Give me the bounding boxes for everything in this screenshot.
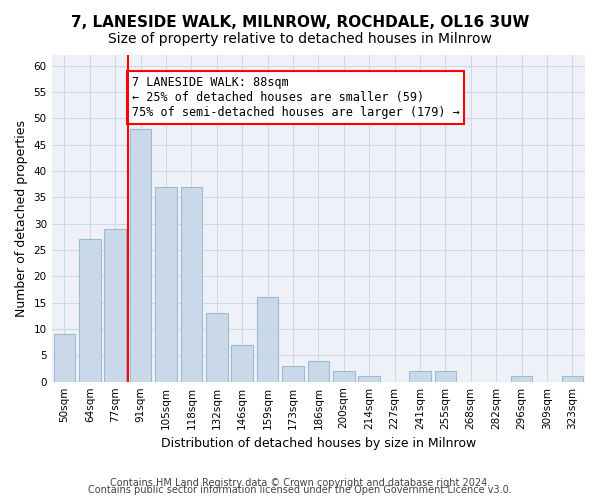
- Bar: [434, 371, 456, 382]
- Bar: [155, 186, 177, 382]
- Bar: [130, 129, 151, 382]
- Bar: [308, 360, 329, 382]
- Y-axis label: Number of detached properties: Number of detached properties: [15, 120, 28, 317]
- Bar: [181, 186, 202, 382]
- Bar: [232, 345, 253, 382]
- Text: Contains HM Land Registry data © Crown copyright and database right 2024.: Contains HM Land Registry data © Crown c…: [110, 478, 490, 488]
- Bar: [562, 376, 583, 382]
- Text: Size of property relative to detached houses in Milnrow: Size of property relative to detached ho…: [108, 32, 492, 46]
- Bar: [206, 313, 227, 382]
- Bar: [53, 334, 75, 382]
- Bar: [282, 366, 304, 382]
- Bar: [409, 371, 431, 382]
- Text: 7, LANESIDE WALK, MILNROW, ROCHDALE, OL16 3UW: 7, LANESIDE WALK, MILNROW, ROCHDALE, OL1…: [71, 15, 529, 30]
- Bar: [79, 240, 101, 382]
- X-axis label: Distribution of detached houses by size in Milnrow: Distribution of detached houses by size …: [161, 437, 476, 450]
- Bar: [358, 376, 380, 382]
- Bar: [511, 376, 532, 382]
- Bar: [257, 298, 278, 382]
- Text: 7 LANESIDE WALK: 88sqm
← 25% of detached houses are smaller (59)
75% of semi-det: 7 LANESIDE WALK: 88sqm ← 25% of detached…: [131, 76, 460, 119]
- Bar: [104, 229, 126, 382]
- Bar: [333, 371, 355, 382]
- Text: Contains public sector information licensed under the Open Government Licence v3: Contains public sector information licen…: [88, 485, 512, 495]
